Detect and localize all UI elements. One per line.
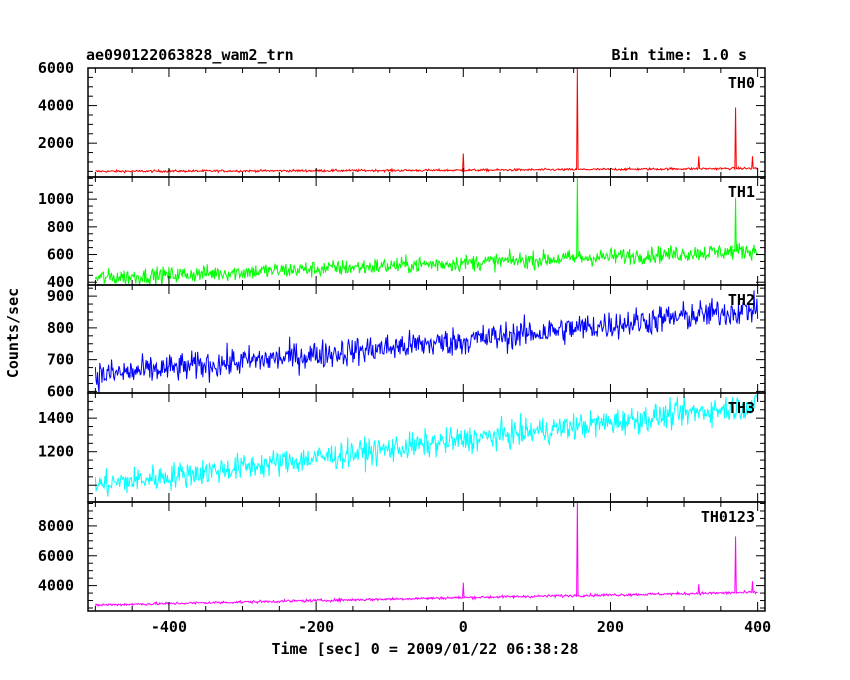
- series-line-th0123: [94, 502, 758, 608]
- y-tick-label: 600: [47, 246, 74, 264]
- panel-label-th1: TH1: [728, 183, 755, 201]
- y-tick-label: 2000: [38, 134, 74, 152]
- panel-label-th2: TH2: [728, 291, 755, 309]
- y-tick-label: 1000: [38, 190, 74, 208]
- y-tick-label: 8000: [38, 517, 74, 535]
- series-line-th3: [94, 393, 759, 497]
- y-tick-label: 600: [47, 382, 74, 400]
- panel-label-th0: TH0: [728, 74, 755, 92]
- x-tick-label: 200: [597, 618, 624, 636]
- y-tick-label: 700: [47, 351, 74, 369]
- chart-title: ae090122063828_wam2_trn: [86, 46, 294, 64]
- series-line-th0: [95, 68, 758, 174]
- x-axis-label: Time [sec] 0 = 2009/01/22 06:38:28: [271, 640, 578, 658]
- y-tick-label: 6000: [38, 547, 74, 565]
- y-tick-label: 4000: [38, 97, 74, 115]
- series-line-th2: [94, 290, 759, 393]
- x-tick-label: 400: [744, 618, 771, 636]
- y-tick-label: 400: [47, 273, 74, 291]
- y-tick-label: 6000: [38, 59, 74, 77]
- panel-label-th0123: TH0123: [701, 508, 755, 526]
- series-line-th1: [94, 177, 759, 285]
- panel-frame-th0: [87, 67, 766, 178]
- panel-frame-th2: [87, 284, 766, 394]
- panel-frame-th1: [87, 176, 766, 286]
- y-tick-label: 800: [47, 319, 74, 337]
- y-tick-label: 1400: [38, 409, 74, 427]
- x-tick-label: -200: [298, 618, 334, 636]
- panel-label-th3: TH3: [728, 399, 755, 417]
- y-tick-label: 1200: [38, 443, 74, 461]
- bin-time-label: Bin time: 1.0 s: [612, 46, 747, 64]
- y-tick-label: 4000: [38, 577, 74, 595]
- y-tick-label: 900: [47, 287, 74, 305]
- y-axis-label: Counts/sec: [4, 288, 22, 378]
- x-tick-label: 0: [459, 618, 468, 636]
- y-tick-label: 800: [47, 218, 74, 236]
- x-tick-label: -400: [151, 618, 187, 636]
